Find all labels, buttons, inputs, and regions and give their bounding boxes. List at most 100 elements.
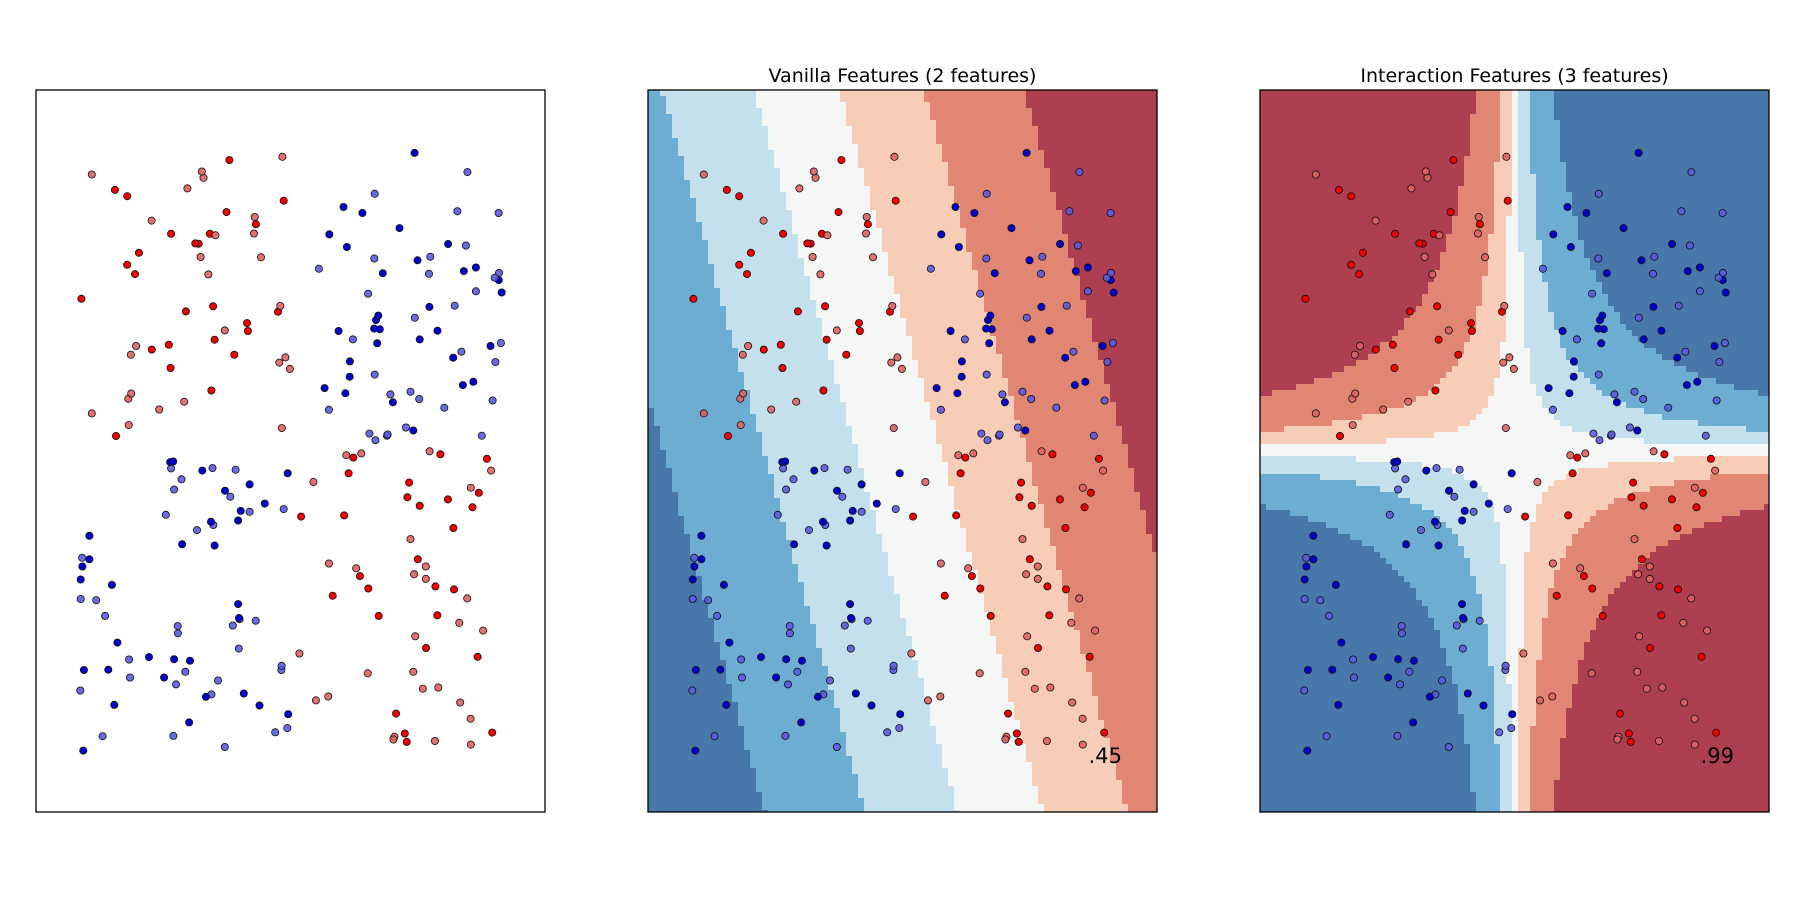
- contour-cell: [816, 390, 823, 397]
- contour-cell: [762, 168, 769, 175]
- contour-cell: [1140, 198, 1147, 205]
- contour-cell: [900, 324, 907, 331]
- contour-cell: [1092, 420, 1099, 427]
- contour-cell: [708, 378, 715, 385]
- contour-cell: [930, 342, 937, 349]
- contour-cell: [1050, 258, 1057, 265]
- contour-cell: [840, 234, 847, 241]
- contour-cell: [1038, 336, 1045, 343]
- contour-cell: [1026, 186, 1033, 193]
- contour-cell: [1116, 186, 1123, 193]
- contour-cell: [786, 216, 793, 223]
- contour-cell: [792, 126, 799, 133]
- contour-cell: [684, 384, 691, 391]
- contour-cell: [828, 330, 835, 337]
- contour-cell: [966, 222, 973, 229]
- contour-cell: [1092, 204, 1099, 211]
- contour-cell: [1128, 336, 1135, 343]
- contour-cell: [714, 378, 721, 385]
- scatter-point: [181, 307, 190, 316]
- contour-cell: [738, 258, 745, 265]
- contour-cell: [660, 126, 667, 133]
- contour-cell: [1002, 240, 1009, 247]
- contour-cell: [882, 150, 889, 157]
- contour-cell: [930, 180, 937, 187]
- contour-cell: [1044, 144, 1051, 151]
- contour-cell: [846, 216, 853, 223]
- contour-cell: [798, 270, 805, 277]
- contour-cell: [942, 126, 949, 133]
- contour-cell: [1068, 168, 1075, 175]
- contour-cell: [924, 126, 931, 133]
- contour-cell: [888, 354, 895, 361]
- contour-cell: [798, 180, 805, 187]
- contour-cell: [960, 294, 967, 301]
- contour-cell: [852, 168, 859, 175]
- contour-cell: [768, 318, 775, 325]
- contour-cell: [1056, 108, 1063, 115]
- contour-cell: [1014, 282, 1021, 289]
- contour-cell: [1026, 192, 1033, 199]
- contour-cell: [972, 240, 979, 247]
- contour-cell: [894, 318, 901, 325]
- contour-cell: [888, 204, 895, 211]
- contour-cell: [774, 276, 781, 283]
- contour-cell: [972, 222, 979, 229]
- contour-cell: [834, 318, 841, 325]
- contour-cell: [1008, 360, 1015, 367]
- contour-cell: [858, 294, 865, 301]
- contour-cell: [1038, 162, 1045, 169]
- contour-cell: [810, 210, 817, 217]
- contour-cell: [900, 192, 907, 199]
- contour-cell: [846, 102, 853, 109]
- contour-cell: [1020, 252, 1027, 259]
- contour-cell: [1110, 246, 1117, 253]
- contour-cell: [660, 210, 667, 217]
- contour-cell: [786, 366, 793, 373]
- contour-cell: [1080, 294, 1087, 301]
- contour-cell: [690, 348, 697, 355]
- contour-cell: [696, 174, 703, 181]
- contour-cell: [1104, 192, 1111, 199]
- contour-cell: [666, 384, 673, 391]
- contour-cell: [762, 114, 769, 121]
- contour-cell: [756, 390, 763, 397]
- contour-cell: [1032, 144, 1039, 151]
- contour-cell: [1104, 90, 1111, 97]
- contour-cell: [768, 378, 775, 385]
- contour-cell: [972, 396, 979, 403]
- contour-cell: [1140, 120, 1147, 127]
- contour-cell: [726, 102, 733, 109]
- contour-cell: [1080, 252, 1087, 259]
- contour-cell: [828, 162, 835, 169]
- contour-cell: [690, 120, 697, 127]
- contour-cell: [660, 228, 667, 235]
- contour-cell: [1110, 102, 1117, 109]
- contour-cell: [858, 408, 865, 415]
- contour-cell: [690, 258, 697, 265]
- contour-cell: [876, 408, 883, 415]
- contour-cell: [702, 270, 709, 277]
- contour-cell: [1074, 198, 1081, 205]
- contour-cell: [1152, 156, 1157, 163]
- contour-cell: [1074, 300, 1081, 307]
- contour-cell: [942, 90, 949, 97]
- contour-cell: [1074, 138, 1081, 145]
- contour-cell: [930, 318, 937, 325]
- contour-cell: [708, 120, 715, 127]
- contour-cell: [1002, 180, 1009, 187]
- scatter-point: [413, 256, 422, 265]
- contour-cell: [660, 396, 667, 403]
- contour-cell: [888, 210, 895, 217]
- contour-cell: [816, 258, 823, 265]
- contour-cell: [1002, 384, 1009, 391]
- contour-cell: [684, 156, 691, 163]
- contour-cell: [702, 372, 709, 379]
- contour-cell: [1038, 90, 1045, 97]
- contour-cell: [840, 396, 847, 403]
- contour-cell: [906, 204, 913, 211]
- contour-cell: [1044, 204, 1051, 211]
- contour-cell: [960, 204, 967, 211]
- contour-cell: [750, 288, 757, 295]
- contour-cell: [1098, 102, 1105, 109]
